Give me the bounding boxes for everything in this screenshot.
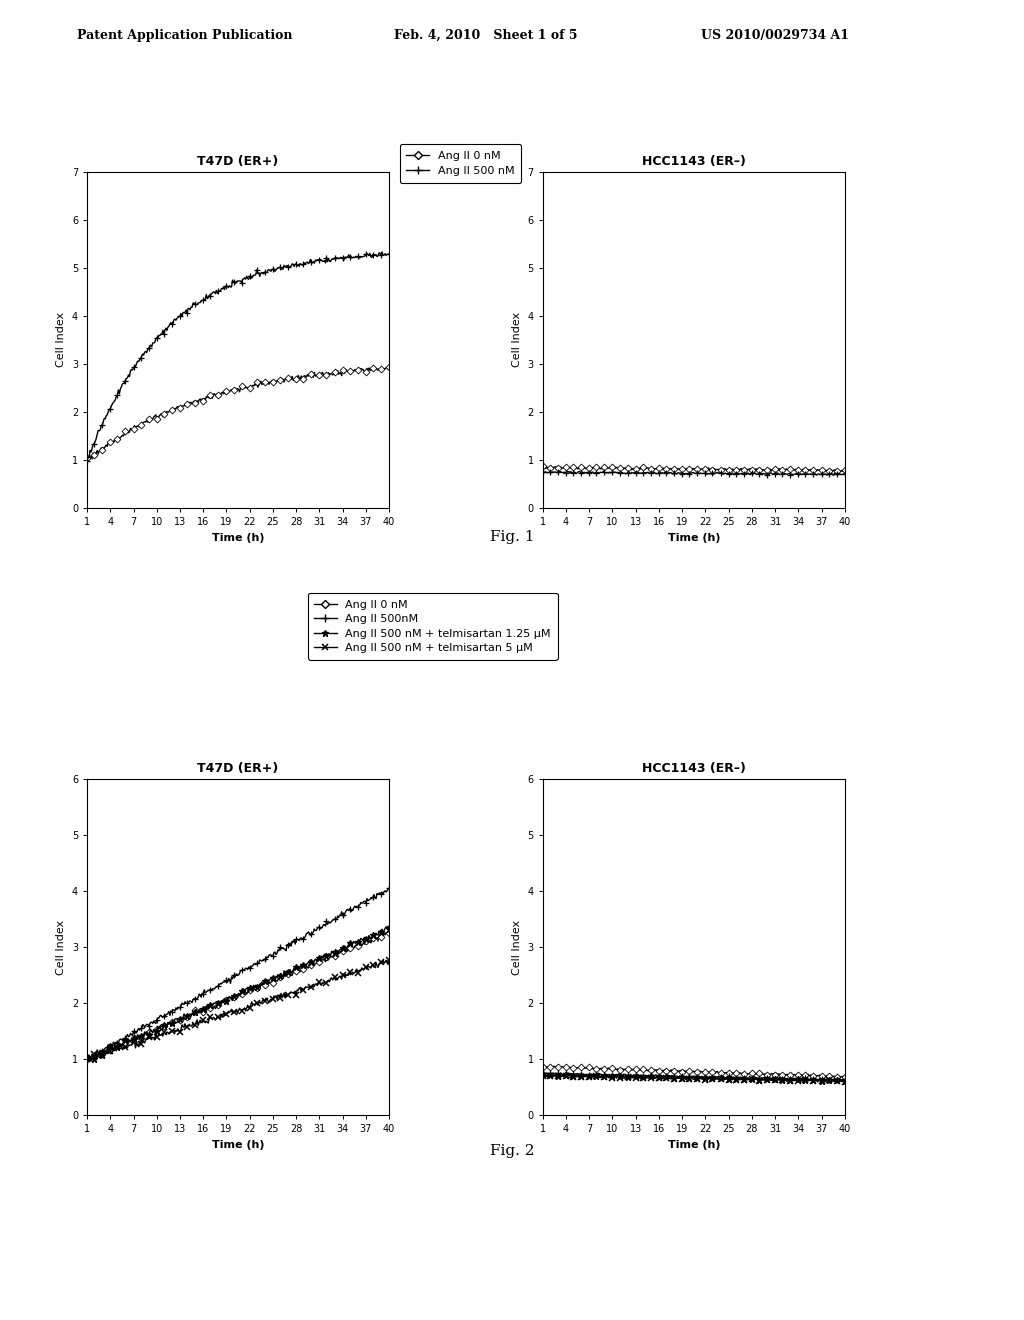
X-axis label: Time (h): Time (h) [668,533,720,543]
Y-axis label: Cell Index: Cell Index [512,920,522,974]
X-axis label: Time (h): Time (h) [668,1140,720,1150]
Y-axis label: Cell Index: Cell Index [56,313,67,367]
X-axis label: Time (h): Time (h) [212,1140,264,1150]
Text: Fig. 2: Fig. 2 [489,1144,535,1158]
Text: Fig. 1: Fig. 1 [489,531,535,544]
Text: Patent Application Publication: Patent Application Publication [77,29,292,42]
Legend: Ang II 0 nM, Ang II 500nM, Ang II 500 nM + telmisartan 1.25 μM, Ang II 500 nM + : Ang II 0 nM, Ang II 500nM, Ang II 500 nM… [307,593,558,660]
Text: US 2010/0029734 A1: US 2010/0029734 A1 [701,29,850,42]
Title: T47D (ER+): T47D (ER+) [198,154,279,168]
Y-axis label: Cell Index: Cell Index [56,920,67,974]
Title: T47D (ER+): T47D (ER+) [198,762,279,775]
X-axis label: Time (h): Time (h) [212,533,264,543]
Title: HCC1143 (ER–): HCC1143 (ER–) [642,154,745,168]
Title: HCC1143 (ER–): HCC1143 (ER–) [642,762,745,775]
Y-axis label: Cell Index: Cell Index [512,313,522,367]
Text: Feb. 4, 2010   Sheet 1 of 5: Feb. 4, 2010 Sheet 1 of 5 [394,29,578,42]
Legend: Ang II 0 nM, Ang II 500 nM: Ang II 0 nM, Ang II 500 nM [399,144,521,183]
